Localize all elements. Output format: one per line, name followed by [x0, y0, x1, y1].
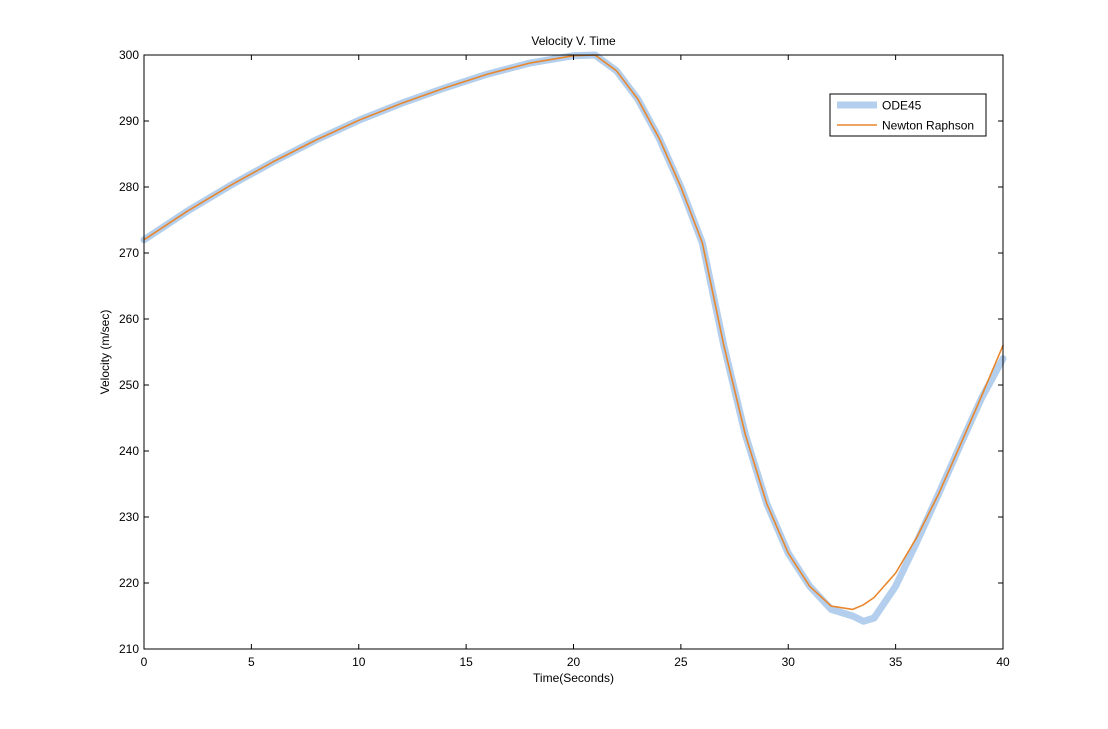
y-tick-label: 240 [119, 444, 139, 458]
x-tick-label: 20 [567, 655, 581, 669]
y-axis-title: Velocity (m/sec) [98, 310, 112, 395]
plot-area-frame [143, 54, 1004, 650]
y-tick-label: 230 [119, 510, 139, 524]
y-tick-label: 280 [119, 180, 139, 194]
y-tick-label: 290 [119, 114, 139, 128]
x-tick-label: 15 [459, 655, 473, 669]
y-tick-label: 220 [119, 576, 139, 590]
x-axis-title: Time(Seconds) [533, 671, 614, 685]
legend-label-ode45: ODE45 [882, 99, 922, 113]
y-tick-label: 210 [119, 642, 139, 656]
y-tick-label: 300 [119, 48, 139, 62]
series-line-newton-raphson [143, 54, 1004, 611]
series-line-ode45 [140, 51, 1007, 625]
x-tick-label: 35 [889, 655, 903, 669]
y-tick-label: 260 [119, 312, 139, 326]
legend-label-newton-raphson: Newton Raphson [882, 119, 974, 133]
chart-title: Velocity V. Time [531, 34, 616, 48]
x-tick-label: 30 [782, 655, 796, 669]
y-tick-label: 270 [119, 246, 139, 260]
y-tick-label: 250 [119, 378, 139, 392]
legend: ODE45 Newton Raphson [829, 93, 987, 137]
x-tick-label: 40 [996, 655, 1010, 669]
x-tick-label: 5 [248, 655, 255, 669]
legend-box [829, 93, 987, 137]
x-tick-label: 25 [674, 655, 688, 669]
x-tick-label: 10 [352, 655, 366, 669]
x-tick-label: 0 [141, 655, 148, 669]
